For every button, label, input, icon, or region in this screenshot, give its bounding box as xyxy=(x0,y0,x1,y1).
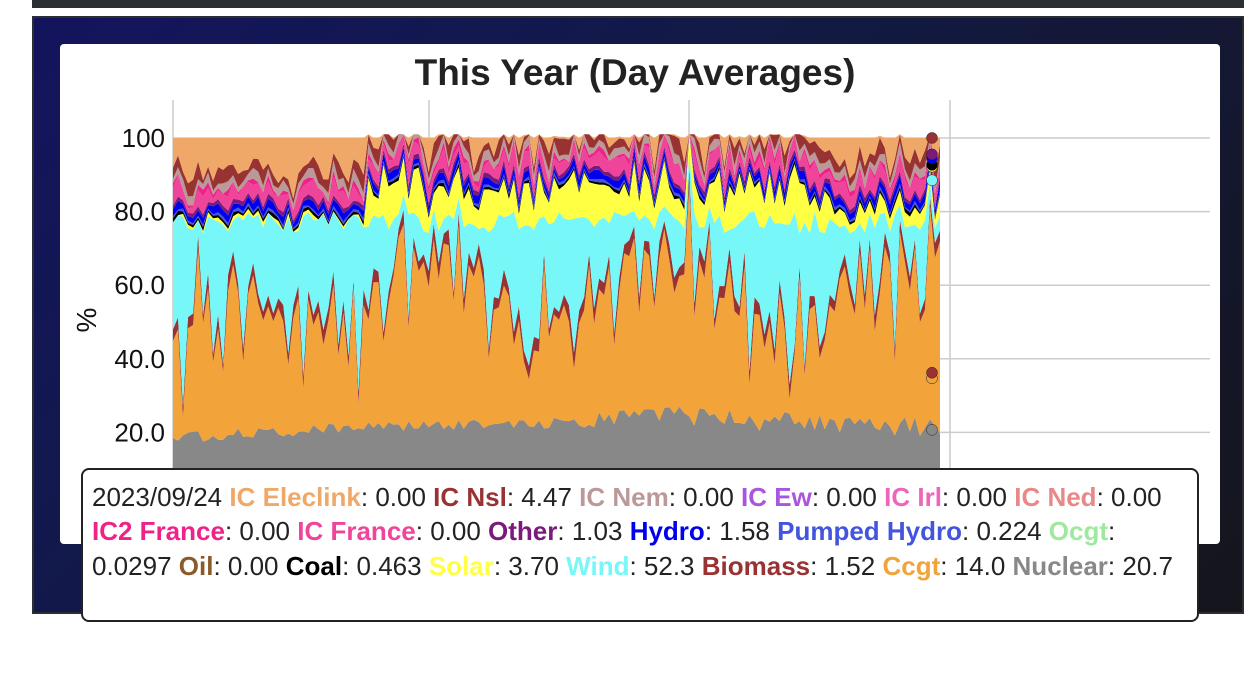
tooltip-entry: IC Eleclink: 0.00 xyxy=(229,482,426,512)
tooltip-entry: IC Ew: 0.00 xyxy=(741,482,877,512)
tooltip-series-name: Ccgt xyxy=(882,550,941,581)
series-area-solar xyxy=(173,134,940,234)
tooltip-series-value: : 0.00 xyxy=(224,516,291,547)
series-area-hydro xyxy=(173,134,940,228)
hover-tooltip: 2023/09/24 IC Eleclink: 0.00 IC Nsl: 4.4… xyxy=(81,468,1199,622)
tooltip-entry: IC Ned: 0.00 xyxy=(1014,482,1161,512)
tooltip-series-value: : 4.47 xyxy=(506,482,572,512)
tooltip-series-value: : 0.0297 xyxy=(92,516,1116,581)
highlight-point-other xyxy=(926,148,938,161)
tooltip-series-name: Nuclear xyxy=(1012,550,1108,581)
tooltip-series-name: Solar xyxy=(428,550,494,581)
y-tick-label: 40.0 xyxy=(114,344,165,374)
highlight-point-nuclear xyxy=(926,424,938,436)
tooltip-entry: IC Irl: 0.00 xyxy=(884,482,1007,512)
series-area-ic-france xyxy=(173,134,940,221)
tooltip-entry: Wind: 52.3 xyxy=(566,551,694,581)
tooltip-series-name: IC Eleclink xyxy=(229,482,361,512)
tooltip-series-name: IC Nsl xyxy=(433,482,507,512)
tooltip-series-value: : 1.03 xyxy=(557,516,623,547)
tooltip-entry: IC Nem: 0.00 xyxy=(579,482,734,512)
highlight-point-ic-nsl xyxy=(926,132,938,144)
y-tick-label: 100 xyxy=(122,123,165,153)
tooltip-entry: IC France: 0.00 xyxy=(297,516,481,546)
tooltip-series-value: : 1.52 xyxy=(810,550,876,581)
tooltip-series-value: : 0.00 xyxy=(415,516,481,547)
tooltip-date: 2023/09/24 xyxy=(92,482,223,512)
tooltip-entry: Biomass: 1.52 xyxy=(702,551,875,581)
tooltip-series-value: : 0.463 xyxy=(342,550,422,581)
series-area-coal xyxy=(173,134,940,232)
tooltip-series-name: IC Ned xyxy=(1014,482,1097,512)
tooltip-series-name: Coal xyxy=(285,550,343,581)
tooltip-series-name: IC France xyxy=(297,516,416,547)
tooltip-series-value: : 0.00 xyxy=(360,482,426,512)
tooltip-series-value: : 0.00 xyxy=(668,482,734,512)
tooltip-series-name: Other xyxy=(488,516,558,547)
tooltip-entry: Ocgt: 0.0297 xyxy=(92,516,1115,580)
tooltip-entry: Solar: 3.70 xyxy=(429,551,559,581)
tooltip-series-value: : 3.70 xyxy=(493,550,559,581)
tooltip-series-value: : 52.3 xyxy=(629,550,695,581)
highlight-point-biomass xyxy=(926,366,938,379)
tooltip-series-value: : 20.7 xyxy=(1107,550,1173,581)
tooltip-series-name: IC Nem xyxy=(579,482,669,512)
y-tick-label: 80.0 xyxy=(114,197,165,227)
tooltip-entry: Ccgt: 14.0 xyxy=(882,551,1005,581)
tooltip-series-name: Biomass xyxy=(701,550,811,581)
chart-title: This Year (Day Averages) xyxy=(414,52,856,93)
tooltip-series-value: : 14.0 xyxy=(940,550,1006,581)
series-area-ic-nsl xyxy=(173,134,940,204)
tooltip-series-value: : 0.00 xyxy=(1096,482,1162,512)
tooltip-entry: Nuclear: 20.7 xyxy=(1013,551,1173,581)
y-tick-label: 20.0 xyxy=(114,417,165,447)
tooltip-series-value: : 1.58 xyxy=(704,516,770,547)
tooltip-series-name: Wind xyxy=(566,550,630,581)
series-area-ic-eleclink xyxy=(173,134,940,199)
tooltip-entry: Other: 1.03 xyxy=(488,516,622,546)
tooltip-series-name: Oil xyxy=(178,550,214,581)
tooltip-series-value: : 0.00 xyxy=(213,550,279,581)
tooltip-series-value: : 0.00 xyxy=(941,482,1007,512)
series-area-wind xyxy=(173,154,940,406)
tooltip-entry: Coal: 0.463 xyxy=(286,551,422,581)
y-axis-label: % xyxy=(71,308,102,333)
tooltip-series-name: Pumped Hydro xyxy=(777,516,963,547)
tooltip-series-name: IC Irl xyxy=(884,482,942,512)
tooltip-series-value: : 0.224 xyxy=(962,516,1042,547)
tooltip-series-name: IC2 France xyxy=(92,516,225,547)
tooltip-series-name: Ocgt xyxy=(1048,516,1109,547)
tooltip-entry: Oil: 0.00 xyxy=(179,551,279,581)
series-area-ic-nem xyxy=(173,134,940,210)
top-bar xyxy=(32,0,1244,8)
tooltip-series-name: Hydro xyxy=(629,516,705,547)
tooltip-series-value: : 0.00 xyxy=(811,482,877,512)
y-tick-label: 60.0 xyxy=(114,270,165,300)
tooltip-series-name: IC Ew xyxy=(741,482,812,512)
tooltip-entry: Hydro: 1.58 xyxy=(630,516,770,546)
tooltip-entry: IC Nsl: 4.47 xyxy=(433,482,572,512)
series-area-ccgt xyxy=(173,182,940,442)
tooltip-entry: IC2 France: 0.00 xyxy=(92,516,290,546)
tooltip-entry: Pumped Hydro: 0.224 xyxy=(777,516,1041,546)
series-area-ic2-france xyxy=(173,134,940,211)
highlight-point-wind xyxy=(926,174,938,186)
series-area-other xyxy=(173,134,940,224)
